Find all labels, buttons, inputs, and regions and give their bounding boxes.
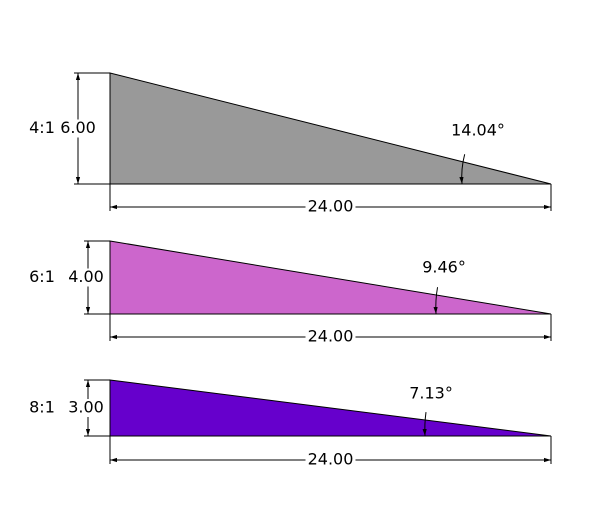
label-bg [305,198,356,216]
ratio-label: 6:1 [29,267,55,286]
ratio-label: 4:1 [29,118,55,137]
length-label: 24.00 [308,327,354,346]
wedge [109,379,552,437]
height-label: 6.00 [60,118,96,137]
height-label: 4.00 [68,267,104,286]
label-bg [305,451,356,469]
angle-arc [433,287,439,315]
length-label: 24.00 [308,197,354,216]
wedge [109,72,552,185]
label-bg [66,268,106,287]
label-bg [58,119,98,138]
angle-label: 14.04° [451,121,505,140]
length-label: 24.00 [308,450,354,469]
label-bg [305,328,356,346]
angle-arc [422,412,427,437]
label-bg [66,399,106,417]
height-label: 3.00 [68,398,104,417]
ratio-label: 8:1 [29,398,55,417]
angle-label: 7.13° [409,384,453,403]
wedge [109,240,552,315]
angle-arc [459,154,466,185]
angle-label: 9.46° [422,258,466,277]
